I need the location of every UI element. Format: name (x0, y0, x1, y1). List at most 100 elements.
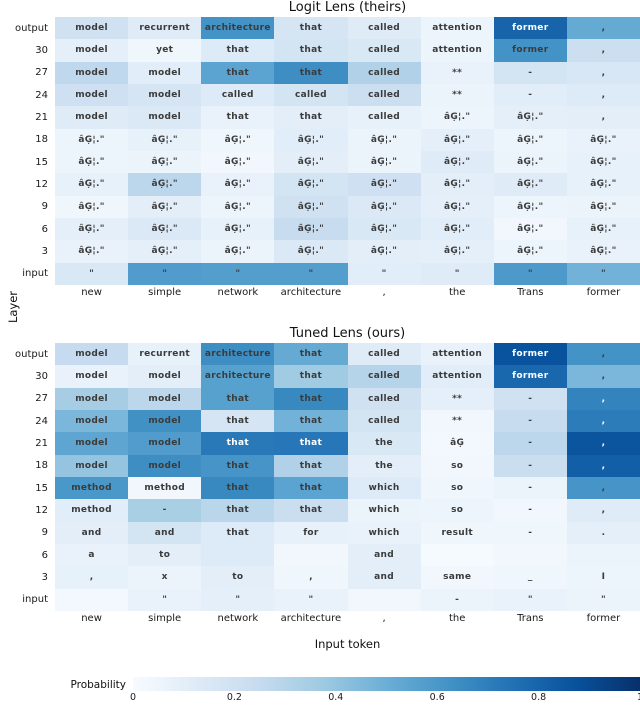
x-tick-label: architecture (280, 613, 342, 624)
heatmap-cell: âĢ¦." (493, 217, 567, 241)
heatmap-cell: called (347, 365, 421, 388)
heatmap-cell: âĢ¦." (274, 173, 348, 196)
heatmap-cell: âĢ¦." (493, 128, 567, 151)
heatmap-cell: " (201, 262, 275, 285)
row-label: 27 (35, 393, 48, 405)
colorbar-tick: 0 (129, 692, 137, 703)
heatmap-cell: that (274, 61, 348, 84)
heatmap-row: 30 model yet that that called attention former, (0, 39, 640, 62)
colorbar-gradient (133, 677, 640, 691)
heatmap-cell: called (347, 83, 421, 107)
x-tick-label: simple (148, 287, 182, 298)
heatmap-cell: called (347, 61, 421, 84)
heatmap-cell: âĢ¦." (128, 195, 202, 218)
heatmap-cell: âĢ¦." (274, 128, 348, 151)
x-tick-label: Trans (517, 287, 544, 298)
heatmap-cell: that (274, 409, 348, 433)
heatmap-cell: âĢ¦." (493, 195, 567, 218)
heatmap-row: input " " " " " " " " (0, 262, 640, 285)
heatmap-cell: attention (420, 17, 494, 40)
heatmap-cell: that (201, 432, 275, 455)
heatmap-cell: " (55, 262, 129, 285)
heatmap-row: input " " " - " " (0, 588, 640, 611)
heatmap-cell: âĢ¦." (201, 217, 275, 241)
heatmap-cell: âĢ¦." (347, 173, 421, 196)
heatmap-cell: - (420, 588, 494, 611)
heatmap-cell: ** (420, 83, 494, 107)
heatmap-cell: model (55, 409, 129, 433)
heatmap-cell: âĢ¦." (274, 150, 348, 174)
heatmap-cell: âĢ¦." (420, 128, 494, 151)
row-label: 9 (41, 201, 48, 213)
heatmap-cell: âĢ¦." (347, 150, 421, 174)
row-label: 12 (35, 178, 48, 190)
heatmap-cell: the (347, 432, 421, 455)
heatmap-cell: , (566, 61, 640, 84)
heatmap-row: output model recurrent architecture that call… (0, 17, 640, 40)
heatmap-cell: so (420, 499, 494, 522)
x-tick-label: former (586, 613, 621, 624)
heatmap-cell: that (201, 39, 275, 62)
heatmap-cell: - (493, 499, 567, 522)
heatmap-cell: âĢ¦." (493, 173, 567, 196)
x-axis-label: Input token (314, 637, 381, 651)
row-label: 21 (35, 111, 48, 123)
heatmap-cell: ** (420, 409, 494, 433)
heatmap-cell: , (566, 499, 640, 522)
heatmap-row: 9 and and that for which result -. (0, 521, 640, 544)
heatmap-cell: that (274, 106, 348, 129)
heatmap-row: 15 âĢ¦." âĢ¦." âĢ¦." âĢ¦." âĢ¦." âĢ¦." âĢ¦." âĢ¦… (0, 150, 640, 174)
heatmap-cell: âĢ¦." (566, 128, 640, 151)
row-label: input (22, 268, 48, 280)
heatmap-cell: _ (493, 566, 567, 589)
heatmap-cell: âĢ¦." (55, 195, 129, 218)
heatmap-cell: that (201, 61, 275, 84)
heatmap-cell: - (128, 499, 202, 522)
heatmap-cell: " (493, 262, 567, 285)
heatmap-cell: âĢ¦." (274, 217, 348, 241)
heatmap-row: 24 model model that that called ** -, (0, 409, 640, 433)
colorbar-tick: 0.8 (531, 692, 547, 703)
heatmap-cell: model (55, 454, 129, 477)
heatmap-cell: called (201, 83, 275, 107)
x-tick-label: Trans (517, 613, 544, 624)
heatmap-cell: model (55, 83, 129, 107)
heatmap-cell: called (347, 106, 421, 129)
heatmap-cell: model (128, 409, 202, 433)
heatmap-cell: âĢ¦." (128, 150, 202, 174)
heatmap-cell: âĢ¦." (420, 240, 494, 263)
row-label: 30 (35, 44, 48, 56)
heatmap-cell: former (493, 365, 567, 388)
heatmap-cell: and (128, 521, 202, 544)
heatmap-cell: âĢ¦." (201, 195, 275, 218)
heatmap-cell: , (566, 454, 640, 477)
heatmap-cell: I (566, 566, 640, 589)
x-tick-labels: new simple network architecture, the Trans for… (0, 287, 640, 303)
heatmap-row: 9 âĢ¦." âĢ¦." âĢ¦." âĢ¦." âĢ¦." âĢ¦." âĢ¦." âĢ¦.… (0, 195, 640, 218)
row-label: 6 (41, 223, 48, 235)
heatmap-cell: ** (420, 387, 494, 410)
heatmap-row: 18 âĢ¦." âĢ¦." âĢ¦." âĢ¦." âĢ¦." âĢ¦." âĢ¦." âĢ¦… (0, 128, 640, 151)
heatmap-cell: result (420, 521, 494, 544)
heatmap-cell: , (55, 566, 129, 589)
colorbar-tick: 1 (637, 692, 640, 703)
heatmap-cell: a (55, 543, 129, 567)
heatmap-cell: " (274, 262, 348, 285)
heatmap-cell: that (274, 387, 348, 410)
heatmap-cell: âĢ¦." (201, 173, 275, 196)
heatmap-cell: method (128, 476, 202, 500)
heatmap-cell: âĢ¦." (493, 106, 567, 129)
heatmap-cell: model (128, 61, 202, 84)
heatmap-cell: âĢ¦." (420, 195, 494, 218)
heatmap-cell: attention (420, 39, 494, 62)
x-tick-spacer (0, 613, 55, 629)
heatmap-cell: âĢ¦." (347, 240, 421, 263)
heatmap-cell: that (201, 521, 275, 544)
heatmap-row: 21 model model that that the âĢ -, (0, 432, 640, 455)
heatmap-cell: that (274, 476, 348, 500)
heatmap-cell: - (493, 476, 567, 500)
heatmap-cell: that (274, 343, 348, 366)
heatmap-cell (55, 588, 129, 611)
heatmap-title: Tuned Lens (ours) (289, 326, 406, 341)
heatmap-cell: which (347, 521, 421, 544)
